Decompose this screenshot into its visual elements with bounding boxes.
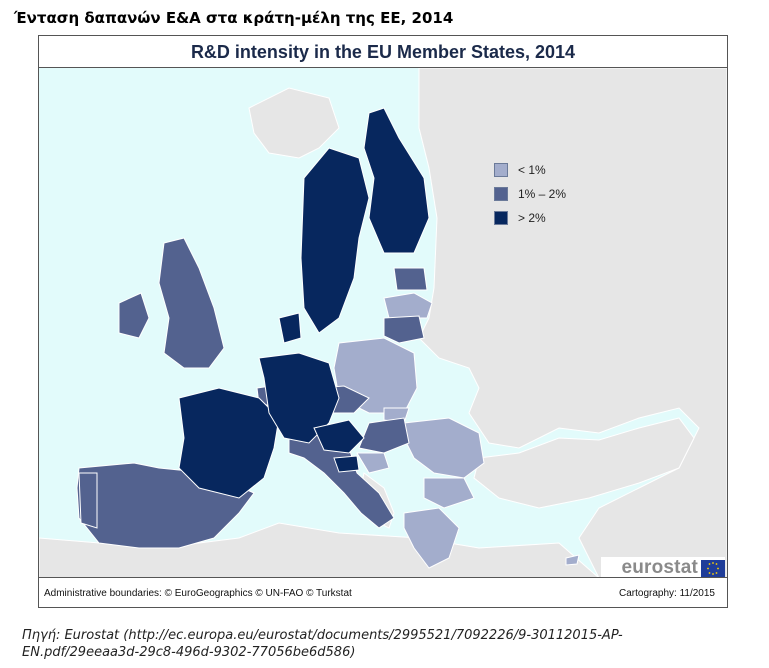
mid-intensity-states <box>76 237 428 549</box>
greece <box>403 507 460 569</box>
source-prefix: Πηγή: Eurostat ( <box>22 628 129 643</box>
source-link[interactable]: http://ec.europa.eu/eurostat/documents/2… <box>22 628 623 660</box>
eu-flag-icon <box>701 559 725 577</box>
legend-label-low: < 1% <box>518 163 546 177</box>
denmark <box>278 312 302 344</box>
map-area: < 1% 1% – 2% > 2% <box>39 68 727 578</box>
legend-item-low: < 1% <box>494 158 566 182</box>
legend-swatch-low <box>494 163 508 177</box>
high-intensity-states <box>178 107 430 499</box>
legend-item-mid: 1% – 2% <box>494 182 566 206</box>
map-footer: Administrative boundaries: © EuroGeograp… <box>39 577 727 607</box>
legend-label-mid: 1% – 2% <box>518 187 567 201</box>
europe-map <box>39 68 727 578</box>
admin-boundaries-credit: Administrative boundaries: © EuroGeograp… <box>44 588 352 599</box>
croatia <box>356 452 390 474</box>
logo-text: eurostat <box>621 557 698 578</box>
legend-label-high: > 2% <box>518 211 546 225</box>
source-note: Πηγή: Eurostat (http://ec.europa.eu/euro… <box>22 627 722 661</box>
ireland <box>118 292 150 339</box>
united-kingdom <box>158 237 225 369</box>
source-suffix: ) <box>350 645 356 660</box>
page-title: Ένταση δαπανών Ε&Α στα κράτη-μέλη της ΕΕ… <box>14 9 454 27</box>
hungary <box>358 417 410 454</box>
legend-item-high: > 2% <box>494 206 566 230</box>
map-figure: R&D intensity in the EU Member States, 2… <box>38 35 728 608</box>
bulgaria <box>423 477 475 509</box>
finland <box>363 107 430 254</box>
slovenia <box>333 455 360 473</box>
cyprus <box>565 554 580 566</box>
eurostat-logo: eurostat <box>601 557 725 579</box>
france <box>178 387 280 499</box>
austria <box>313 419 365 454</box>
estonia <box>393 267 428 291</box>
sweden <box>300 147 370 334</box>
legend-swatch-high <box>494 211 508 225</box>
cartography-date: Cartography: 11/2015 <box>619 588 715 599</box>
map-title: R&D intensity in the EU Member States, 2… <box>39 36 727 68</box>
map-legend: < 1% 1% – 2% > 2% <box>494 158 566 230</box>
legend-swatch-mid <box>494 187 508 201</box>
latvia <box>383 292 433 319</box>
portugal <box>78 472 98 529</box>
lithuania <box>383 315 425 344</box>
